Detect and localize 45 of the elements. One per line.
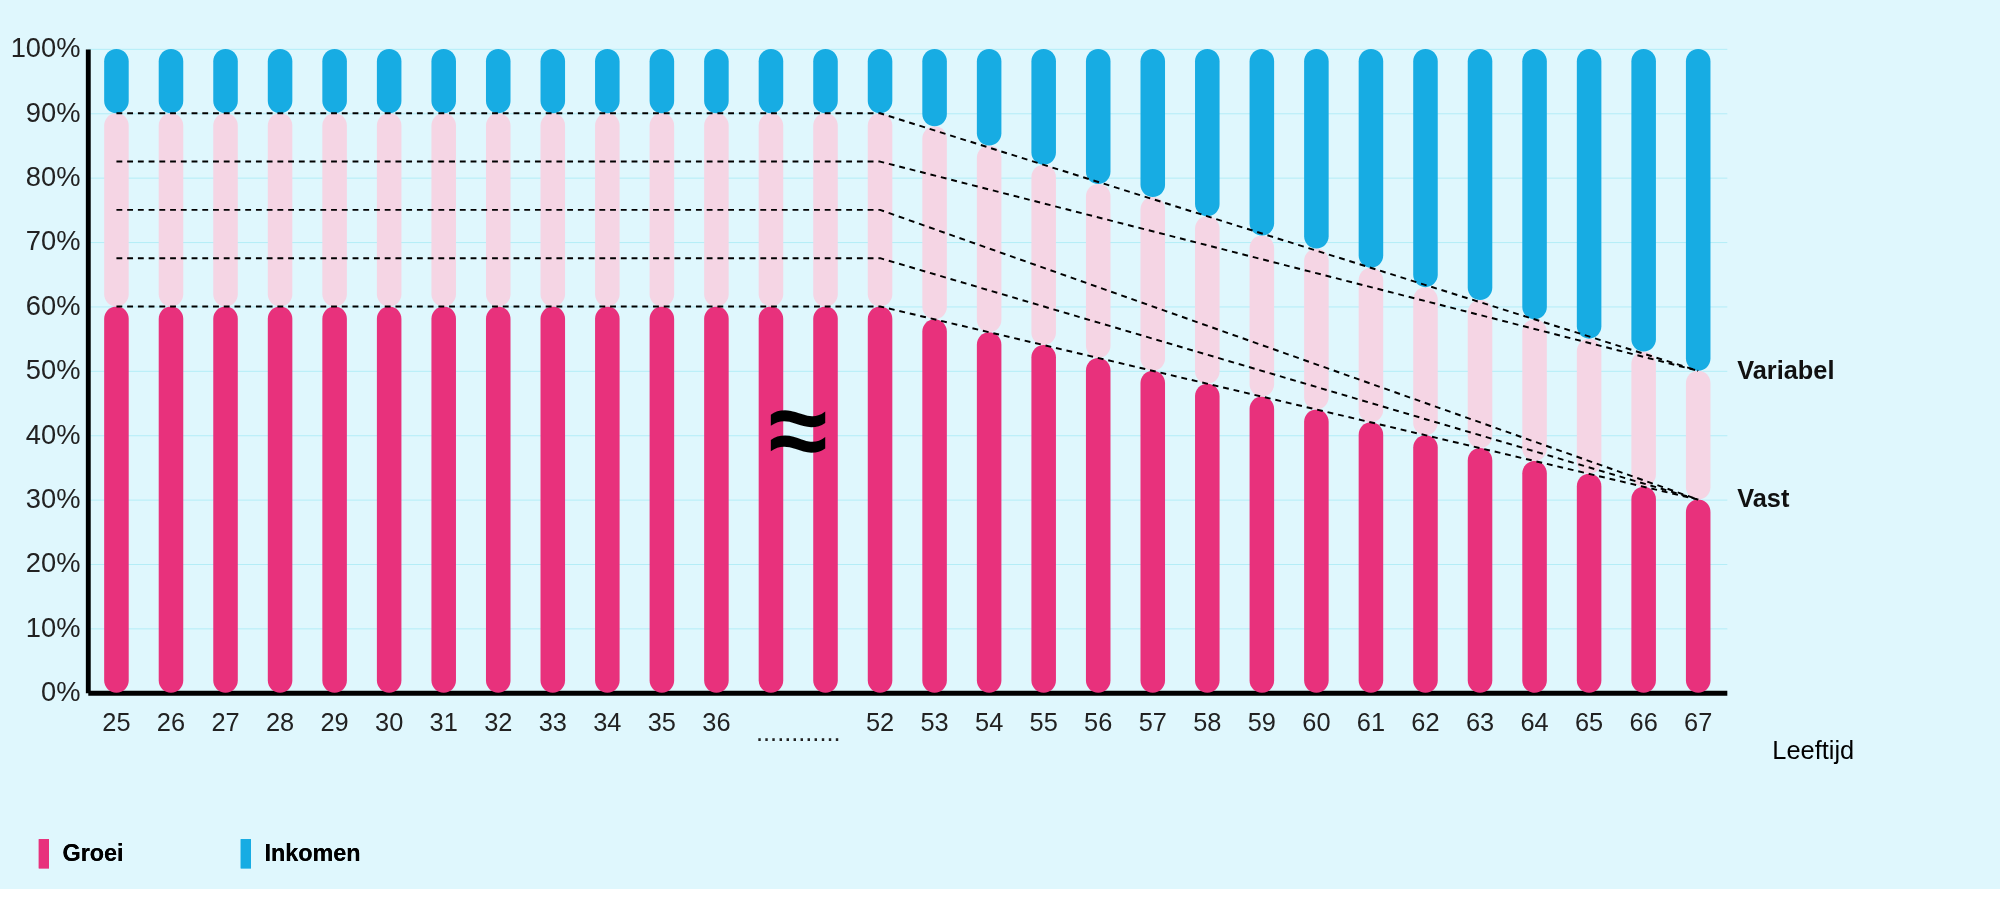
x-tick-label: 57 xyxy=(1138,708,1167,737)
x-tick-label: 55 xyxy=(1029,708,1058,737)
x-tick-label: 31 xyxy=(429,708,458,737)
x-tick-label: 59 xyxy=(1247,708,1276,737)
x-tick-label: 61 xyxy=(1356,708,1386,737)
annotation: Variabel xyxy=(1737,355,1835,384)
x-tick-label: 65 xyxy=(1575,708,1604,737)
x-tick-label: 66 xyxy=(1629,708,1658,737)
x-tick-label: 60 xyxy=(1302,708,1331,737)
y-tick-label: 40% xyxy=(25,418,81,450)
x-tick-label: 30 xyxy=(375,708,404,737)
x-tick-label: 52 xyxy=(865,708,895,737)
y-tick-label: 50% xyxy=(25,354,81,386)
x-tick-label: 26 xyxy=(156,708,186,737)
y-tick-label: 80% xyxy=(25,160,81,192)
x-tick-label: 32 xyxy=(484,708,513,737)
x-tick-label: 34 xyxy=(593,708,622,737)
x-tick-label: 35 xyxy=(647,708,676,737)
x-tick-label: 53 xyxy=(920,708,949,737)
x-tick-label: 36 xyxy=(702,708,731,737)
x-tick-label: 25 xyxy=(102,708,131,737)
legend-label: Groei xyxy=(62,839,124,866)
x-tick-label: 58 xyxy=(1193,708,1222,737)
y-tick-label: 90% xyxy=(25,96,81,128)
x-tick-label: 67 xyxy=(1684,708,1713,737)
y-tick-label: 30% xyxy=(25,482,81,514)
y-tick-label: 70% xyxy=(25,225,81,257)
x-tick-label: 27 xyxy=(211,708,240,737)
x-tick-label: 63 xyxy=(1465,708,1495,737)
y-tick-label: 20% xyxy=(25,547,81,579)
y-tick-label: 10% xyxy=(25,611,81,643)
text: ............ xyxy=(755,717,841,746)
x-tick-label: 54 xyxy=(975,708,1004,737)
x-tick-label: 56 xyxy=(1084,708,1113,737)
x-tick-label: 29 xyxy=(320,708,349,737)
y-tick-label: 100% xyxy=(10,32,81,64)
legend-label: Inkomen xyxy=(264,839,361,866)
y-tick-label: 0% xyxy=(41,676,81,708)
x-tick-label: 33 xyxy=(538,708,567,737)
y-tick-label: 60% xyxy=(25,289,81,321)
x-tick-label: 62 xyxy=(1411,708,1440,737)
annotation: Vast xyxy=(1737,484,1790,513)
x-tick-label: 28 xyxy=(265,708,295,737)
x-axis-title: Leeftijd xyxy=(1772,735,1855,764)
x-tick-label: 64 xyxy=(1520,708,1549,737)
